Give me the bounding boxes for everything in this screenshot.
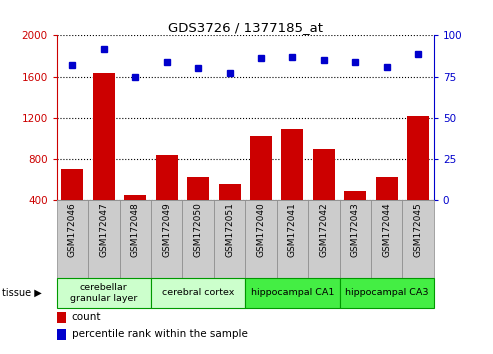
Bar <box>151 278 245 308</box>
Bar <box>151 200 182 278</box>
Text: GSM172048: GSM172048 <box>131 202 140 257</box>
Text: GSM172041: GSM172041 <box>288 202 297 257</box>
Text: GSM172049: GSM172049 <box>162 202 171 257</box>
Text: GSM172045: GSM172045 <box>414 202 423 257</box>
Bar <box>214 200 246 278</box>
Text: hippocampal CA3: hippocampal CA3 <box>345 289 428 297</box>
Title: GDS3726 / 1377185_at: GDS3726 / 1377185_at <box>168 21 323 34</box>
Bar <box>344 191 366 241</box>
Bar <box>124 195 146 241</box>
Bar <box>277 200 308 278</box>
Bar <box>156 155 177 241</box>
Text: cerebellar
granular layer: cerebellar granular layer <box>70 283 138 303</box>
Bar <box>88 200 119 278</box>
Text: GSM172046: GSM172046 <box>68 202 77 257</box>
Bar <box>62 169 83 241</box>
Text: GSM172040: GSM172040 <box>256 202 266 257</box>
Text: hippocampal CA1: hippocampal CA1 <box>251 289 334 297</box>
Bar <box>93 74 115 241</box>
Bar <box>57 278 151 308</box>
Bar <box>187 177 209 241</box>
Text: GSM172051: GSM172051 <box>225 202 234 257</box>
Bar <box>250 136 272 241</box>
Bar <box>119 200 151 278</box>
Text: GSM172042: GSM172042 <box>319 202 328 257</box>
Bar <box>57 312 66 323</box>
Text: tissue ▶: tissue ▶ <box>2 288 42 298</box>
Bar <box>308 200 340 278</box>
Bar <box>57 200 88 278</box>
Bar <box>313 149 335 241</box>
Text: count: count <box>72 312 101 322</box>
Bar <box>282 129 303 241</box>
Bar <box>407 116 429 241</box>
Bar <box>57 329 66 340</box>
Bar <box>245 200 277 278</box>
Bar <box>371 200 402 278</box>
Text: percentile rank within the sample: percentile rank within the sample <box>72 329 247 339</box>
Bar <box>376 177 398 241</box>
Text: cerebral cortex: cerebral cortex <box>162 289 234 297</box>
Bar <box>340 200 371 278</box>
Text: GSM172044: GSM172044 <box>382 202 391 257</box>
Bar <box>340 278 434 308</box>
Bar <box>218 184 241 241</box>
Text: GSM172043: GSM172043 <box>351 202 360 257</box>
Bar <box>402 200 434 278</box>
Bar <box>245 278 340 308</box>
Text: GSM172050: GSM172050 <box>194 202 203 257</box>
Bar <box>182 200 214 278</box>
Text: GSM172047: GSM172047 <box>99 202 108 257</box>
